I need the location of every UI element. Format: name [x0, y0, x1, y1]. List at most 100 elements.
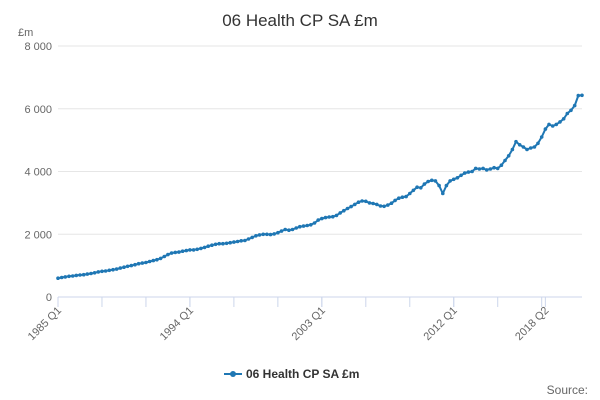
data-point[interactable]: [254, 234, 258, 238]
data-point[interactable]: [378, 204, 383, 208]
data-point[interactable]: [477, 167, 482, 171]
data-point[interactable]: [334, 213, 339, 218]
data-point[interactable]: [499, 163, 504, 167]
data-point[interactable]: [122, 265, 126, 270]
data-point[interactable]: [415, 185, 419, 189]
data-point[interactable]: [74, 273, 79, 278]
data-point[interactable]: [158, 256, 163, 261]
data-point[interactable]: [444, 183, 449, 188]
data-point[interactable]: [125, 264, 130, 269]
data-point[interactable]: [177, 250, 181, 254]
data-point[interactable]: [294, 226, 299, 230]
data-point[interactable]: [382, 204, 386, 209]
data-point[interactable]: [528, 146, 533, 150]
data-point[interactable]: [550, 124, 555, 128]
data-point[interactable]: [144, 260, 148, 265]
data-point[interactable]: [92, 271, 97, 275]
data-point[interactable]: [419, 186, 423, 190]
data-point[interactable]: [265, 232, 269, 237]
data-point[interactable]: [525, 147, 529, 152]
data-point[interactable]: [257, 233, 262, 237]
data-point[interactable]: [441, 191, 445, 196]
data-point[interactable]: [184, 248, 189, 253]
data-point[interactable]: [462, 171, 467, 175]
data-point[interactable]: [503, 158, 507, 163]
data-point[interactable]: [430, 178, 434, 183]
data-point[interactable]: [331, 214, 335, 219]
data-point[interactable]: [327, 215, 332, 219]
data-point[interactable]: [290, 227, 295, 232]
data-point[interactable]: [103, 269, 108, 273]
data-point[interactable]: [232, 240, 236, 244]
data-point[interactable]: [224, 241, 229, 246]
data-point[interactable]: [147, 259, 152, 264]
data-point[interactable]: [279, 229, 284, 233]
data-point[interactable]: [180, 249, 185, 253]
data-point[interactable]: [169, 251, 174, 255]
data-point[interactable]: [221, 241, 225, 246]
data-point[interactable]: [371, 201, 375, 206]
data-point[interactable]: [100, 269, 104, 274]
legend[interactable]: 06 Health CP SA £m: [224, 367, 359, 381]
data-point[interactable]: [510, 147, 515, 152]
data-point[interactable]: [59, 275, 64, 280]
data-point[interactable]: [173, 250, 178, 255]
data-point[interactable]: [473, 166, 478, 171]
data-point[interactable]: [506, 154, 511, 158]
data-point[interactable]: [451, 177, 456, 182]
data-point[interactable]: [301, 224, 306, 228]
data-point[interactable]: [239, 239, 243, 243]
data-point[interactable]: [155, 257, 159, 262]
data-point[interactable]: [70, 274, 75, 278]
data-point[interactable]: [558, 120, 562, 124]
data-point[interactable]: [411, 188, 416, 193]
data-point[interactable]: [243, 238, 247, 243]
data-point[interactable]: [455, 176, 460, 180]
data-point[interactable]: [448, 179, 452, 183]
data-point[interactable]: [364, 199, 368, 204]
data-point[interactable]: [345, 206, 350, 211]
data-point[interactable]: [276, 230, 280, 235]
data-point[interactable]: [228, 240, 232, 245]
data-point[interactable]: [162, 254, 167, 259]
data-point[interactable]: [305, 223, 310, 228]
data-point[interactable]: [554, 122, 559, 127]
data-point[interactable]: [521, 145, 526, 149]
data-point[interactable]: [217, 241, 221, 246]
data-point[interactable]: [107, 268, 112, 273]
data-point[interactable]: [111, 267, 115, 272]
data-point[interactable]: [539, 135, 544, 139]
data-point[interactable]: [426, 179, 430, 184]
data-point[interactable]: [342, 208, 346, 213]
data-point[interactable]: [320, 216, 324, 221]
data-point[interactable]: [492, 165, 496, 170]
data-point[interactable]: [136, 261, 141, 266]
data-point[interactable]: [96, 270, 101, 274]
data-point[interactable]: [470, 169, 474, 174]
data-point[interactable]: [210, 243, 214, 247]
data-point[interactable]: [536, 141, 540, 146]
data-point[interactable]: [565, 111, 570, 116]
data-point[interactable]: [268, 232, 273, 237]
data-point[interactable]: [437, 183, 441, 188]
data-point[interactable]: [283, 227, 288, 232]
data-point[interactable]: [114, 267, 119, 271]
data-point[interactable]: [466, 170, 471, 174]
data-point[interactable]: [338, 211, 343, 215]
data-point[interactable]: [63, 275, 68, 279]
data-point[interactable]: [353, 202, 357, 207]
data-point[interactable]: [133, 262, 137, 267]
data-point[interactable]: [56, 276, 60, 281]
data-point[interactable]: [495, 166, 500, 171]
data-point[interactable]: [580, 93, 584, 98]
data-point[interactable]: [78, 273, 82, 277]
data-point[interactable]: [213, 242, 218, 247]
data-point[interactable]: [199, 246, 203, 251]
data-point[interactable]: [375, 202, 379, 207]
data-point[interactable]: [312, 221, 317, 225]
data-point[interactable]: [459, 173, 463, 178]
data-point[interactable]: [81, 272, 86, 277]
data-point[interactable]: [408, 191, 412, 196]
data-point[interactable]: [202, 245, 207, 250]
data-point[interactable]: [235, 239, 240, 244]
